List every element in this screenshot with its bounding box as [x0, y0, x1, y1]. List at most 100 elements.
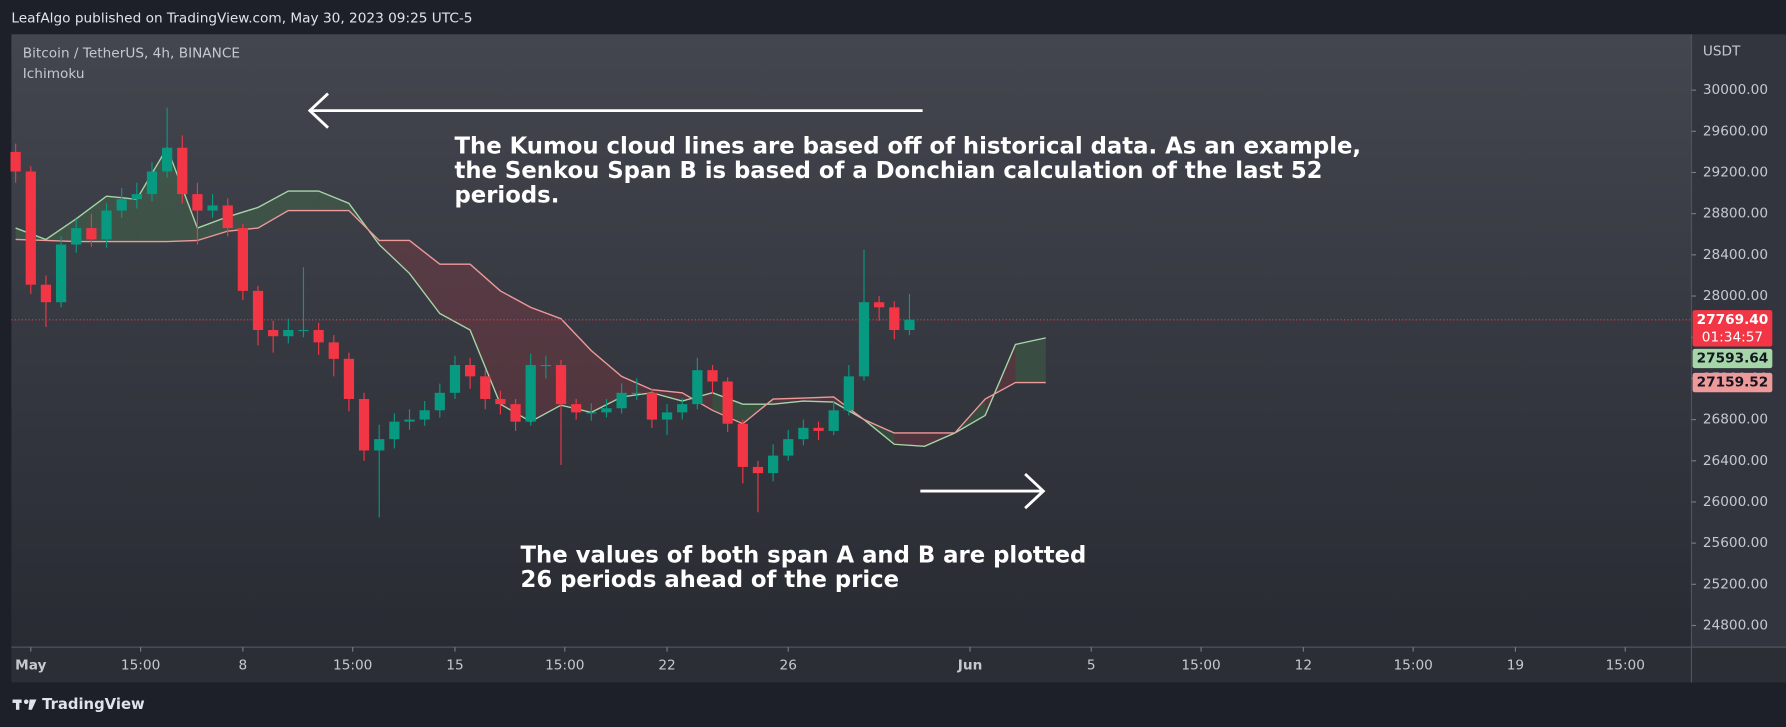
y-tick-label: 26400.00 [1703, 453, 1768, 469]
candle-body [252, 290, 264, 331]
x-tick-label: 15:00 [333, 657, 372, 673]
cloud [258, 191, 289, 229]
plot [10, 107, 1692, 518]
x-tick-label: 5 [1087, 657, 1096, 673]
candle-body [389, 421, 400, 440]
candle-body [737, 423, 748, 467]
candle-body [434, 392, 445, 411]
y-tick-label: 25200.00 [1703, 576, 1768, 592]
candle-body [298, 330, 309, 332]
candle-body [798, 427, 809, 440]
plot-area [11, 34, 1692, 648]
candle-body [116, 199, 127, 211]
candle-body [631, 392, 642, 394]
candle-body [828, 410, 839, 431]
candle-body [601, 408, 612, 413]
countdown: 01:34:57 [1702, 329, 1763, 345]
candle-body [283, 330, 294, 337]
x-tick-label: 15 [446, 657, 463, 673]
annotation: 26 periods ahead of the price [521, 567, 900, 593]
candle-body [843, 376, 854, 411]
candle-body [480, 376, 491, 399]
candle-body [237, 228, 248, 291]
cloud [470, 264, 501, 405]
y-tick-label: 26800.00 [1703, 412, 1768, 428]
candle-body [540, 365, 551, 367]
x-tick-label: 19 [1507, 657, 1524, 673]
x-tick-label: 12 [1295, 657, 1312, 673]
candle-body [661, 412, 673, 420]
x-tick-label: 15:00 [1606, 657, 1645, 673]
header: LeafAlgo published on TradingView.com, M… [11, 10, 472, 26]
candle-body [571, 404, 582, 413]
price-label-box [1692, 348, 1773, 369]
cloud [773, 397, 804, 405]
candle-body [586, 412, 597, 414]
price-label-box [1692, 372, 1773, 393]
candle-body [55, 244, 67, 303]
annotation: the Senkou Span B is based of a Donchian… [454, 158, 1322, 184]
candle-body [692, 370, 703, 405]
candle-body [313, 330, 324, 343]
candle-body [419, 410, 430, 420]
candle-body [192, 194, 203, 211]
price-label: 27593.64 [1697, 351, 1769, 367]
candle-body [146, 171, 158, 195]
candle-body [858, 302, 870, 377]
logo [12, 699, 37, 710]
candle-body [767, 455, 779, 474]
candle-body [646, 392, 658, 420]
candle-body [268, 330, 279, 337]
candle-body [495, 398, 506, 405]
candle-body [783, 439, 794, 456]
y-tick-label: 30000.00 [1703, 82, 1768, 98]
annotation: The Kumou cloud lines are based off of h… [454, 134, 1361, 160]
time-axis [11, 647, 1786, 683]
y-tick-label: 26000.00 [1703, 494, 1768, 510]
price-label-box [1692, 310, 1773, 347]
candle-body [25, 171, 36, 285]
overlay: 24800.00 25200.00 25600.00 26000.00 26400.00… [15, 82, 1773, 673]
cloud [288, 191, 319, 211]
candle-body [707, 370, 718, 382]
x-tick-label: 15:00 [1181, 657, 1220, 673]
cloud [591, 350, 622, 413]
annotation: The values of both span A and B are plot… [521, 542, 1087, 568]
cloud [439, 264, 471, 331]
candle-body [813, 427, 824, 431]
candle-body [131, 194, 142, 200]
x-tick-label: Jun [957, 657, 983, 673]
candle-body [464, 365, 476, 377]
candle-body [177, 147, 188, 195]
candle-body [101, 210, 112, 240]
indicator: Ichimoku [23, 66, 85, 82]
candle-body [71, 228, 82, 245]
cloud [561, 318, 592, 413]
y-tick-label: 25600.00 [1703, 535, 1768, 551]
x-tick-label: 15:00 [545, 657, 584, 673]
candle-body [40, 284, 52, 303]
price-label: 27159.52 [1697, 375, 1769, 391]
candle-body [207, 205, 218, 211]
candle-body [449, 365, 461, 393]
candle-body [222, 205, 233, 229]
span-line [15, 209, 1046, 434]
candle-body [752, 466, 764, 474]
candle-body [343, 358, 355, 399]
x-tick-label: 26 [780, 657, 797, 673]
brand: TradingView [42, 696, 145, 713]
x-tick-label: 15:00 [121, 657, 160, 673]
y-tick-label: 29200.00 [1703, 164, 1768, 180]
x-tick-label: 22 [658, 657, 675, 673]
x-tick-label: 15:00 [1393, 657, 1432, 673]
y-tick-label: 29600.00 [1703, 123, 1768, 139]
symbol: Bitcoin / TetherUS, 4h, BINANCE [23, 46, 240, 62]
candle-body [358, 398, 370, 451]
price-label: 27769.40 [1697, 312, 1769, 328]
candle-body [510, 404, 521, 422]
x-tick-label: May [15, 657, 46, 673]
candle-body [677, 404, 688, 413]
cloud [1015, 337, 1046, 383]
